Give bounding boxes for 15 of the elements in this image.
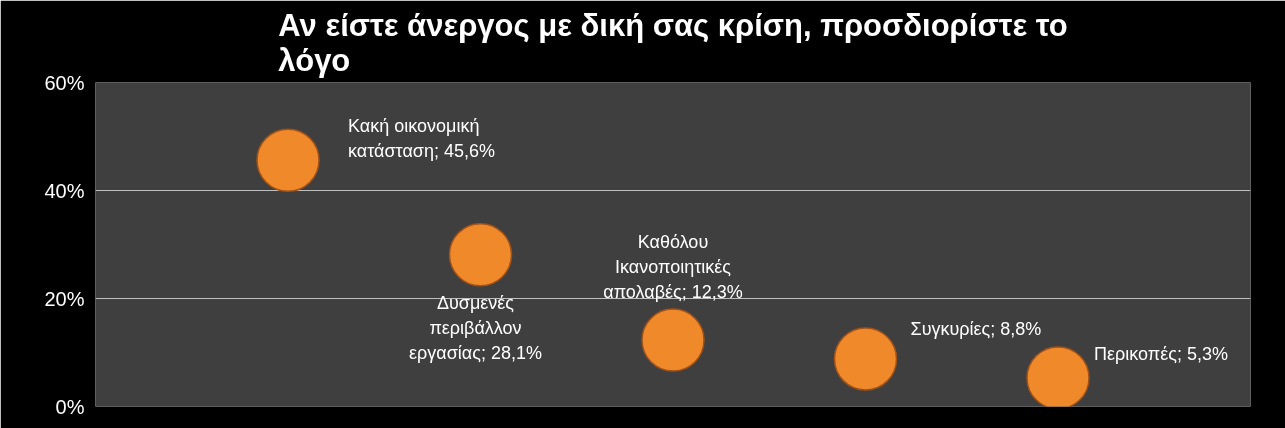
point [641, 308, 705, 372]
data-label: Καθόλου Ικανοποιητικές απολαβές; 12,3% [603, 232, 743, 303]
y-tick-label: 20% [44, 287, 85, 310]
chart-title: Αν είστε άνεργος με δική σας κρίση, προσδιορίστε το λόγο [278, 7, 1068, 78]
point [448, 223, 513, 287]
point [1026, 346, 1090, 407]
point [256, 128, 320, 192]
data-label: Συγκυρίες; 8,8% [910, 318, 1042, 339]
point [833, 327, 898, 391]
y-tick-label: 60% [44, 71, 85, 94]
data-label: Δυσμενές περιβάλλον εργασίας; 28,1% [409, 292, 542, 363]
y-tick-label: 0% [55, 395, 85, 418]
y-tick-label: 40% [44, 179, 85, 202]
data-label: Κακή οικονομική κατάσταση; 45,6% [348, 115, 495, 161]
data-label: Περικοπές; 5,3% [1094, 343, 1228, 364]
